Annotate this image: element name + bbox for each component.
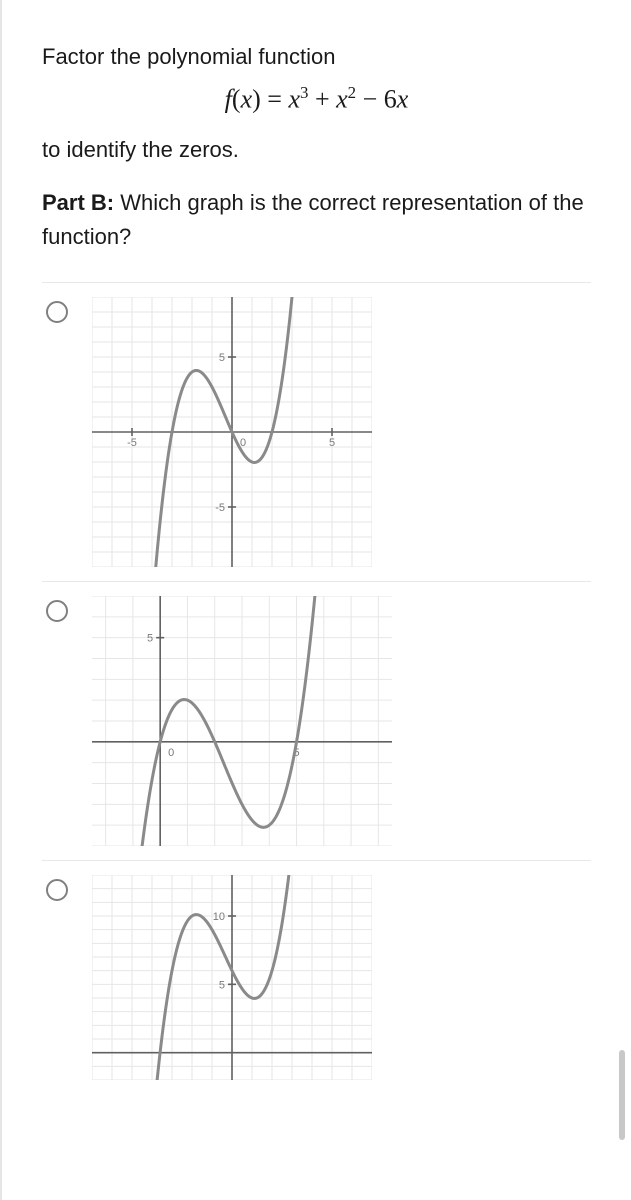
part-b-prompt: Part B: Which graph is the correct repre…	[42, 186, 591, 254]
radio-option-3[interactable]	[46, 879, 68, 901]
graph-option-2: 505	[92, 596, 392, 846]
svg-text:5: 5	[219, 352, 225, 364]
polynomial-formula: f(x) = x3 + x2 − 6x	[42, 83, 591, 115]
radio-option-1[interactable]	[46, 301, 68, 323]
svg-text:5: 5	[329, 437, 335, 449]
svg-text:-5: -5	[215, 502, 225, 514]
question-outro: to identify the zeros.	[42, 133, 591, 166]
question-intro: Factor the polynomial function	[42, 40, 591, 73]
part-b-text: Which graph is the correct representatio…	[42, 190, 584, 249]
svg-text:5: 5	[147, 633, 153, 645]
option-1[interactable]: -5505-5	[42, 283, 591, 582]
options-list: -5505-5 505 105	[42, 282, 591, 1094]
cubic-graph-3: 10 5	[92, 875, 372, 1080]
option-3[interactable]: 10 5	[42, 861, 591, 1094]
question-page: Factor the polynomial function f(x) = x3…	[0, 0, 631, 1200]
cubic-graph-1: -5505-5	[92, 297, 372, 567]
graph-option-3: 10 5	[92, 875, 372, 1080]
option-2[interactable]: 505	[42, 582, 591, 861]
svg-text:0: 0	[168, 747, 174, 759]
svg-text:10: 10	[213, 911, 225, 923]
cubic-graph-2: 505	[92, 596, 392, 846]
svg-text:5: 5	[219, 979, 225, 991]
graph-option-1: -5505-5	[92, 297, 372, 567]
scrollbar-thumb[interactable]	[619, 1050, 625, 1140]
svg-text:-5: -5	[127, 437, 137, 449]
radio-option-2[interactable]	[46, 600, 68, 622]
part-b-label: Part B:	[42, 190, 114, 215]
